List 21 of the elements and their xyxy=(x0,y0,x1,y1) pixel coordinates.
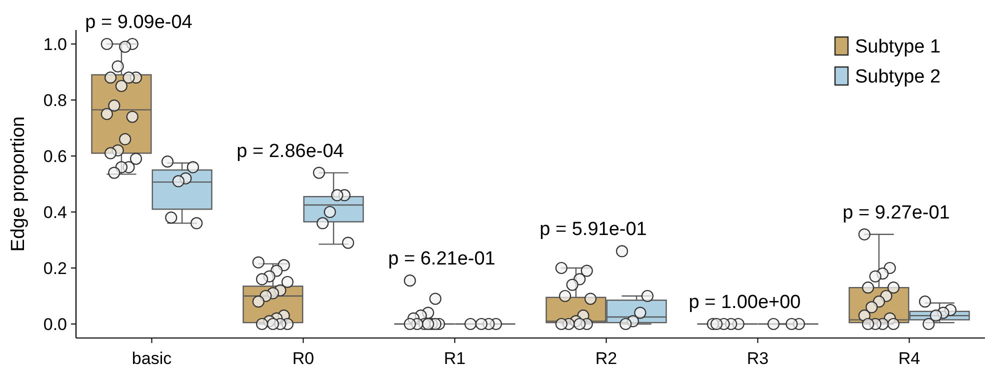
x-tick-label: R2 xyxy=(595,349,618,368)
y-axis-title: Edge proportion xyxy=(8,116,29,252)
x-tick-label: R0 xyxy=(292,349,314,368)
annotation: p = 1.00e+00 xyxy=(688,292,801,313)
y-tick-label: 0.8 xyxy=(43,90,67,110)
y-tick-label: 0.2 xyxy=(43,258,67,278)
x-tick-label: basic xyxy=(132,349,172,368)
annotation: p = 9.27e-01 xyxy=(842,202,950,224)
y-tick-label: 0.0 xyxy=(43,314,67,334)
annotation: p = 5.91e-01 xyxy=(540,219,647,240)
x-tick-label: R1 xyxy=(444,349,466,368)
y-tick-label: 1.0 xyxy=(43,34,67,54)
y-tick-label: 0.4 xyxy=(43,202,67,222)
x-tick-label: R3 xyxy=(746,349,769,368)
annotation: p = 2.86e-04 xyxy=(236,140,344,162)
annotation: p = 6.21e-01 xyxy=(388,248,496,270)
x-tick-label: R4 xyxy=(898,349,920,368)
y-tick-label: 0.6 xyxy=(43,146,67,166)
legend-label: Subtype 1 xyxy=(855,36,941,58)
legend-label: Subtype 2 xyxy=(855,66,941,88)
annotation: p = 9.09e-04 xyxy=(85,12,193,33)
